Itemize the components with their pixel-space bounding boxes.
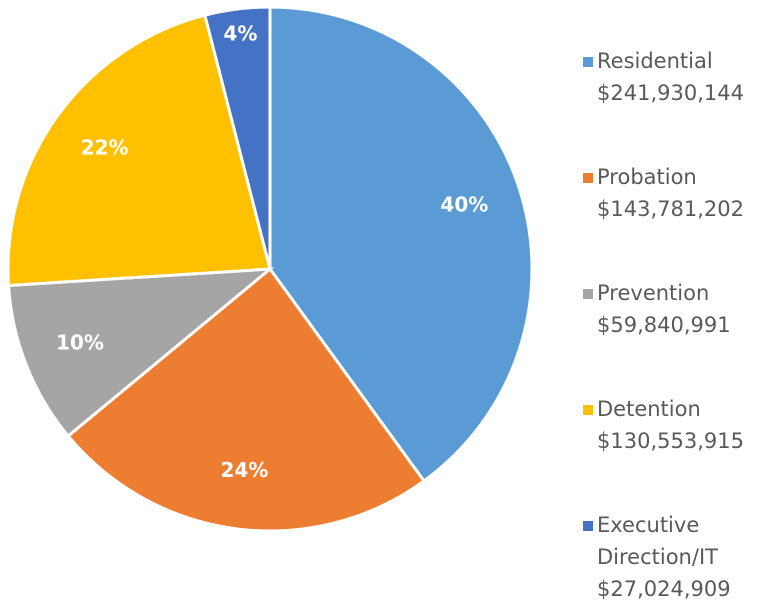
pie-slice (6, 267, 275, 439)
legend-swatch (583, 289, 593, 299)
legend-label: Detention (597, 397, 701, 421)
legend-label: Probation (597, 165, 697, 189)
data-label: 4% (223, 22, 257, 46)
legend-label: Residential (597, 49, 713, 73)
pie-slice (66, 266, 427, 533)
legend-amount: $130,553,915 (597, 429, 744, 453)
legend-label: Prevention (597, 281, 709, 305)
legend-amount: $27,024,909 (597, 577, 731, 601)
data-label: 24% (220, 458, 268, 482)
legend-swatch (583, 57, 593, 67)
legend-amount: $59,840,991 (597, 313, 731, 337)
data-label: 10% (56, 331, 104, 355)
data-label: 40% (440, 192, 488, 216)
legend-amount: $143,781,202 (597, 197, 744, 221)
legend-label: Executive Direction/IT (597, 513, 718, 569)
pie-slice (6, 13, 272, 288)
pie-slice (268, 5, 534, 484)
legend-swatch (583, 405, 593, 415)
legend-swatch (583, 521, 593, 531)
pie-slice (203, 5, 272, 270)
data-label: 22% (81, 135, 129, 159)
legend-swatch (583, 173, 593, 183)
legend-amount: $241,930,144 (597, 81, 744, 105)
